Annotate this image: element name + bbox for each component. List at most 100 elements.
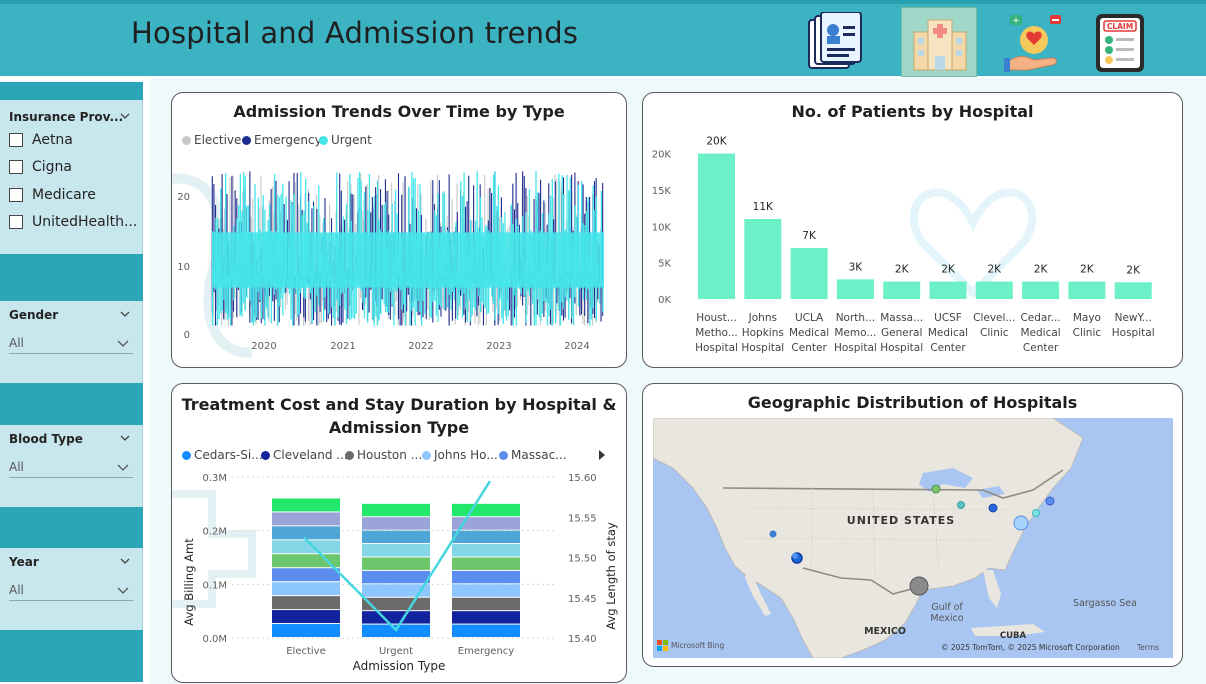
map-bubble-cleveland-northwestern[interactable]	[957, 501, 965, 509]
stacked-bar-segment[interactable]	[272, 554, 340, 568]
y-tick: 10K	[652, 222, 672, 233]
stacked-bar-segment[interactable]	[272, 526, 340, 540]
insurance-option-aetna[interactable]: Aetna	[9, 129, 73, 151]
map-bubble-boston[interactable]	[1045, 496, 1055, 506]
checkbox[interactable]	[9, 133, 23, 147]
stacked-bar-segment[interactable]	[362, 570, 430, 584]
admission-trends-plot[interactable]: 20 10 0 2020 2021 2022 2023 2024	[172, 153, 626, 367]
stacked-bar-segment[interactable]	[362, 584, 430, 597]
checkbox[interactable]	[9, 188, 23, 202]
map-bubble-johns-hopkins[interactable]	[988, 503, 998, 513]
bar[interactable]	[790, 248, 828, 299]
blood-type-dropdown[interactable]: All	[9, 456, 133, 478]
legend-item-johns[interactable]: Johns Ho...	[422, 448, 498, 462]
bar[interactable]	[1068, 281, 1106, 299]
bar[interactable]	[975, 281, 1013, 299]
hospital-button[interactable]	[901, 7, 977, 77]
year-dropdown[interactable]: All	[9, 579, 133, 601]
map-bubble-newyork[interactable]	[1013, 515, 1029, 531]
stacked-bar-segment[interactable]	[452, 584, 520, 597]
stacked-bar-segment[interactable]	[362, 503, 430, 517]
cost-stay-card[interactable]: Treatment Cost and Stay Duration by Hosp…	[171, 383, 627, 683]
map-bubble-massachusetts[interactable]	[1032, 509, 1040, 517]
bar[interactable]	[929, 281, 967, 299]
stacked-bar-segment[interactable]	[272, 540, 340, 554]
stacked-bar-segment[interactable]	[272, 596, 340, 610]
map-bubble-ucla[interactable]	[792, 553, 798, 559]
legend-next-arrow-icon[interactable]	[598, 450, 606, 460]
patients-by-hospital-card[interactable]: No. of Patients by Hospital 0K 5K 10K 15K 20…	[642, 92, 1183, 368]
stacked-bar-segment[interactable]	[362, 530, 430, 544]
stacked-bar-segment[interactable]	[452, 597, 520, 611]
stacked-bar-segment[interactable]	[452, 624, 520, 637]
y-left-tick: 0.1M	[202, 580, 227, 591]
y-right-axis-label: Avg Length of stay	[604, 522, 618, 630]
stacked-bar-segment[interactable]	[362, 597, 430, 611]
bar[interactable]	[744, 219, 782, 299]
legend-item-elective[interactable]: Elective	[182, 133, 241, 147]
x-tick: Center	[1023, 342, 1059, 354]
stacked-bar-segment[interactable]	[272, 610, 340, 624]
map-terms-link[interactable]: Terms	[1136, 643, 1159, 652]
stacked-bar-segment[interactable]	[452, 530, 520, 544]
insurance-option-unitedhealth[interactable]: UnitedHealth...	[9, 211, 137, 233]
hospital-map[interactable]: UNITED STATES MEXICO Gulf of Mexico Sarga…	[653, 418, 1173, 658]
stacked-bar-segment[interactable]	[452, 544, 520, 557]
stacked-bar-segment[interactable]	[272, 624, 340, 637]
insurance-option-cigna[interactable]: Cigna	[9, 156, 72, 178]
map-bubble-houston[interactable]	[909, 576, 929, 596]
legend-item-massachusetts[interactable]: Massac...	[499, 448, 567, 462]
patient-record-icon[interactable]	[805, 12, 863, 74]
insurance-claim-icon[interactable]: CLAIM	[1094, 12, 1152, 74]
stacked-bar-segment[interactable]	[272, 568, 340, 582]
data-label: 2K	[1080, 264, 1095, 276]
stacked-bar-segment[interactable]	[272, 582, 340, 596]
gender-slicer-title: Gender	[9, 308, 59, 322]
stacked-bar-segment[interactable]	[362, 557, 430, 570]
stacked-bar-segment[interactable]	[452, 503, 520, 517]
bing-logo: Microsoft Bing	[657, 640, 724, 651]
bar[interactable]	[1114, 282, 1152, 299]
map-bubble-ucsf[interactable]	[769, 530, 777, 538]
bar[interactable]	[698, 153, 735, 299]
checkbox[interactable]	[9, 215, 23, 229]
map-attribution: © 2025 TomTom, © 2025 Microsoft Corporat…	[941, 643, 1120, 652]
header-bar: Hospital and Admission trends +	[0, 0, 1206, 77]
healthcare-hand-icon[interactable]: +	[1004, 12, 1062, 74]
legend-item-emergency[interactable]: Emergency	[242, 133, 322, 147]
map-bubble-mayo[interactable]	[931, 484, 941, 494]
stacked-bar-segment[interactable]	[362, 544, 430, 557]
insurance-option-medicare[interactable]: Medicare	[9, 184, 96, 206]
gender-dropdown[interactable]: All	[9, 332, 133, 354]
chevron-down-icon[interactable]	[120, 556, 130, 566]
legend-item-cleveland[interactable]: Cleveland ...	[261, 448, 348, 462]
bar[interactable]	[883, 281, 921, 299]
stacked-bar-segment[interactable]	[452, 611, 520, 624]
map-label-sargasso: Sargasso Sea	[1073, 598, 1137, 609]
stacked-bar-segment[interactable]	[452, 570, 520, 584]
stacked-bar-segment[interactable]	[362, 611, 430, 624]
avg-length-of-stay-line[interactable]	[303, 480, 492, 632]
admission-trends-card[interactable]: Admission Trends Over Time by Type Elect…	[171, 92, 627, 368]
checkbox[interactable]	[9, 160, 23, 174]
legend-item-cedars[interactable]: Cedars-Si...	[182, 448, 263, 462]
stacked-bar-segment[interactable]	[452, 517, 520, 530]
chevron-down-icon[interactable]	[120, 433, 130, 443]
stacked-bar-segment[interactable]	[362, 517, 430, 530]
legend-item-houston[interactable]: Houston ...	[345, 448, 422, 462]
stacked-bar-segment[interactable]	[272, 512, 340, 526]
chevron-down-icon[interactable]	[120, 309, 130, 319]
map-label-us: UNITED STATES	[847, 514, 955, 527]
stacked-bar-segment[interactable]	[272, 498, 340, 512]
data-label: 2K	[941, 264, 956, 276]
legend-item-urgent[interactable]: Urgent	[319, 133, 372, 147]
geo-distribution-card[interactable]: Geographic Distribution of Hospitals UNI…	[642, 383, 1183, 667]
chevron-down-icon[interactable]	[120, 111, 130, 121]
stacked-bar-segment[interactable]	[452, 557, 520, 570]
y-left-tick: 0.3M	[202, 473, 227, 484]
cost-stay-combo-plot[interactable]: 0.0M 0.1M 0.2M 0.3M 15.40 15.45 15.50 15.55 15.6…	[172, 464, 626, 682]
bar[interactable]	[1022, 281, 1060, 299]
x-tick: UCLA	[795, 312, 824, 324]
bar[interactable]	[836, 279, 874, 299]
